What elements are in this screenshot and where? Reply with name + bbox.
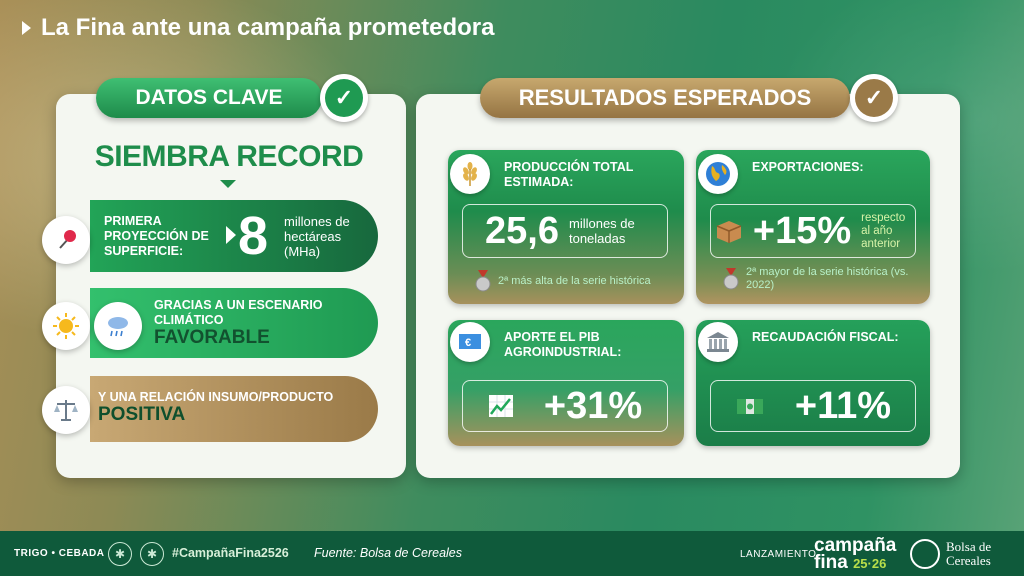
exportaciones-unit: respecto al año anterior	[861, 211, 906, 250]
check-icon: ✓	[850, 74, 898, 122]
produccion-note: 2ª más alta de la serie histórica	[474, 270, 674, 292]
box-icon	[716, 221, 742, 243]
produccion-unit: millones de toneladas	[568, 216, 635, 246]
play-arrow-icon	[22, 21, 31, 35]
exportaciones-note: 2ª mayor de la serie histórica (vs. 2022…	[722, 266, 922, 292]
card-recaudacion: RECAUDACIÓN FISCAL: +11%	[696, 320, 930, 446]
value-box: 25,6 millones de toneladas	[462, 204, 668, 258]
footer: TRIGO • CEBADA ✱ ✱ #CampañaFina2526 Fuen…	[0, 531, 1024, 576]
row-label: PRIMERA PROYECCIÓN DE SUPERFICIE:	[104, 214, 209, 258]
card-title: APORTE EL PIB AGROINDUSTRIAL:	[504, 330, 622, 359]
launch-label: LANZAMIENTO	[740, 549, 817, 560]
value-box: +31%	[462, 380, 668, 432]
globe-icon	[698, 154, 738, 194]
rain-cloud-icon	[94, 302, 142, 350]
barley-icon: ✱	[140, 542, 164, 566]
produccion-value: 25,6	[485, 210, 559, 252]
down-triangle-icon	[220, 180, 236, 188]
value-box: +15% respecto al año anterior	[710, 204, 916, 258]
org-name: Bolsa de Cereales	[946, 539, 992, 568]
wheat-icon	[450, 154, 490, 194]
cash-icon	[736, 399, 763, 414]
datos-clave-header: DATOS CLAVE	[96, 78, 322, 118]
pin-icon	[42, 216, 90, 264]
page-title: La Fina ante una campaña prometedora	[22, 14, 494, 42]
wheat-icon: ✱	[108, 542, 132, 566]
row-superficie: PRIMERA PROYECCIÓN DE SUPERFICIE: 8 mill…	[90, 200, 378, 272]
pib-value: +31%	[543, 385, 643, 427]
medal-icon	[474, 270, 492, 292]
card-title: RECAUDACIÓN FISCAL:	[752, 330, 899, 344]
row-label: Y UNA RELACIÓN INSUMO/PRODUCTO	[98, 390, 334, 404]
value-box: +11%	[710, 380, 916, 432]
card-title: PRODUCCIÓN TOTAL ESTIMADA:	[504, 160, 634, 189]
card-title: EXPORTACIONES:	[752, 160, 864, 174]
money-icon: €	[450, 322, 490, 362]
row-emphasis: FAVORABLE	[154, 327, 270, 348]
footer-tags: TRIGO • CEBADA	[14, 548, 105, 559]
bolsa-logo-icon	[910, 539, 940, 569]
row-clima: GRACIAS A UN ESCENARIO CLIMÁTICO FAVORAB…	[90, 288, 378, 358]
campaign-logo: campaña fina 25·26	[814, 535, 897, 573]
svg-text:€: €	[465, 337, 471, 349]
medal-icon	[722, 268, 740, 290]
check-icon: ✓	[320, 74, 368, 122]
resultados-header: RESULTADOS ESPERADOS	[480, 78, 850, 118]
hashtag: #CampañaFina2526	[172, 546, 289, 560]
scale-icon	[42, 386, 90, 434]
headline: SIEMBRA RECORD	[94, 140, 364, 173]
row-relacion: Y UNA RELACIÓN INSUMO/PRODUCTO POSITIVA	[90, 376, 378, 442]
superficie-unit: millones de hectáreas (MHa)	[284, 214, 350, 259]
exportaciones-value: +15%	[752, 210, 852, 252]
row-emphasis: POSITIVA	[98, 404, 186, 425]
superficie-value: 8	[238, 206, 269, 266]
chart-up-icon	[488, 395, 513, 417]
row-label: GRACIAS A UN ESCENARIO CLIMÁTICO	[154, 298, 323, 327]
source: Fuente: Bolsa de Cereales	[314, 546, 463, 560]
sun-icon	[42, 302, 90, 350]
recaudacion-value: +11%	[794, 385, 892, 427]
arrow-right-icon	[226, 226, 236, 244]
bank-icon	[698, 322, 738, 362]
